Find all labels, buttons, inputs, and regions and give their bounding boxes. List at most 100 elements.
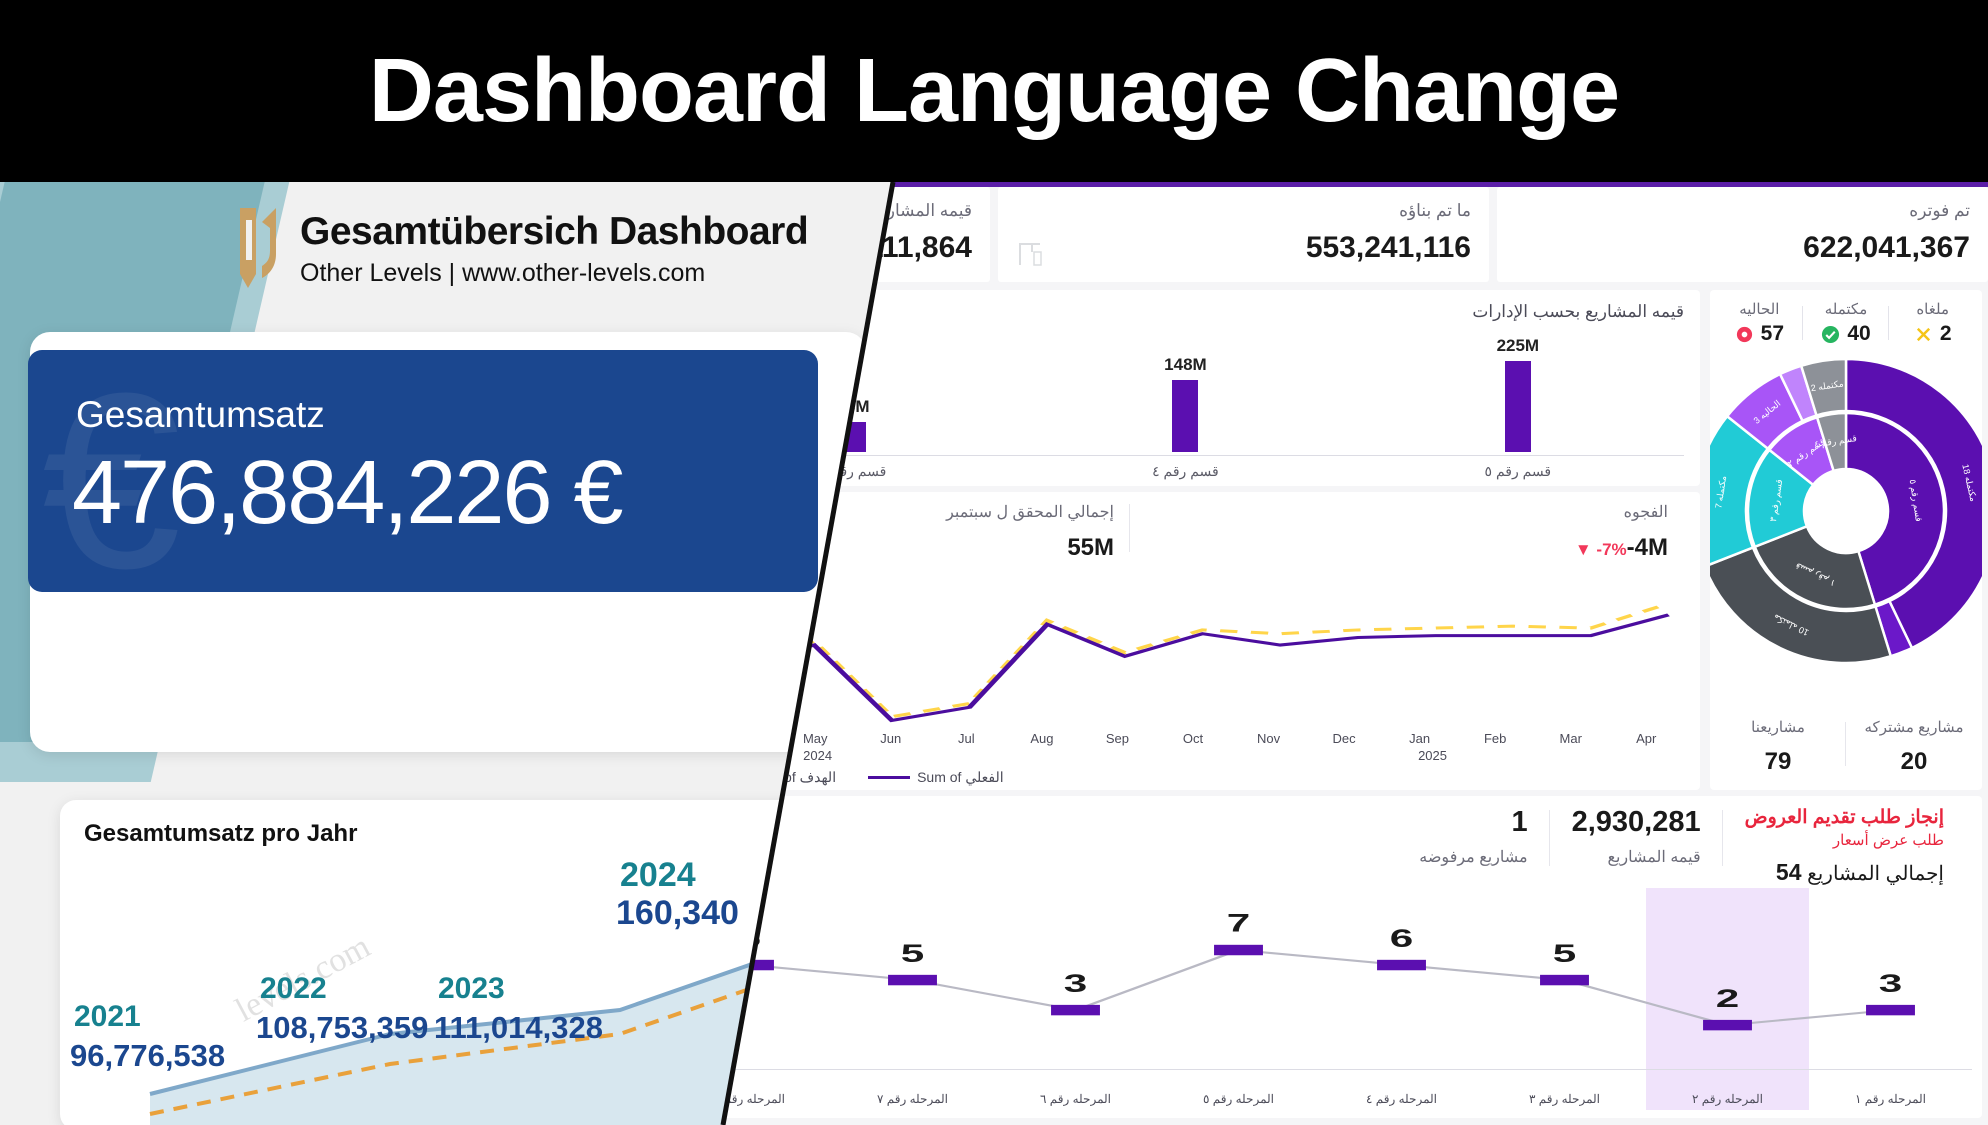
step-marker-3[interactable] [1377, 959, 1426, 971]
rfq-rejected-value: 1 [1511, 806, 1528, 838]
step-value-4: 7 [1227, 910, 1250, 937]
german-year-1: 2022 [260, 972, 327, 1005]
kpi-card-1[interactable]: ما تم بناؤه 553,241,116 [998, 187, 1489, 282]
rfq-total: إجمالي المشاريع 54 [1745, 859, 1944, 886]
step-label-0: المرحله رقم ١ [1854, 1092, 1926, 1106]
step-label-4: المرحله رقم ٥ [1202, 1092, 1274, 1106]
step-axis-line [16, 1069, 1972, 1070]
line-metric-value-1: 55M [1067, 534, 1114, 561]
line-metric-value-0: ▼ -7%-4M [1574, 534, 1668, 561]
accent-bar [0, 182, 1988, 187]
bar-col-3[interactable]: 148M [1019, 336, 1351, 452]
german-year-value-3: 160,340 [616, 894, 739, 932]
step-label-6: المرحله رقم ٧ [876, 1092, 948, 1106]
month-label-18: Jan [1409, 731, 1431, 746]
step-marker-6[interactable] [888, 974, 937, 986]
month-label-19: Feb [1483, 731, 1507, 746]
kpi-label-0: تم فوتره [1909, 201, 1970, 220]
gear-icon [1736, 326, 1752, 342]
step-marker-4[interactable] [1214, 944, 1263, 956]
donut-slice-0-4[interactable] [1815, 411, 1848, 473]
kpi-card-0[interactable]: تم فوتره 622,041,367 [1497, 187, 1988, 282]
donut-mini-1: مشاريعنا 79 [1710, 718, 1846, 776]
rfq-subtitle: طلب عرض أسعار [1832, 832, 1944, 849]
step-value-1: 2 [1716, 985, 1739, 1012]
donut-label-1-6: مكتمله 2 [1810, 378, 1844, 393]
status-item-0[interactable]: ملغاه 2 [1889, 300, 1976, 346]
donut-label-1-3: مكتمله 7 [1713, 475, 1728, 509]
bar-4[interactable] [1504, 361, 1531, 452]
month-label-13: Aug [1030, 731, 1054, 746]
line-metric-label-1: إجمالي المحقق ل سبتمبر [946, 504, 1114, 521]
status-item-2[interactable]: الحاليه 57 [1716, 300, 1803, 346]
bar-panel-title: قيمه المشاريع بحسب الإدارات [1472, 302, 1684, 321]
line-metric-label-0: الفجوه [1623, 504, 1668, 521]
step-marker-1[interactable] [1703, 1019, 1752, 1031]
donut-slice-1-2[interactable] [1710, 545, 1893, 665]
bar-3[interactable] [1172, 380, 1199, 452]
rfq-value: 2,930,281 [1571, 806, 1701, 838]
german-year-2: 2023 [438, 972, 505, 1005]
check-icon [1822, 325, 1840, 343]
german-year-value-0: 96,776,538 [70, 1038, 226, 1073]
donut-mini-label-0: مشاريع مشتركه [1864, 719, 1964, 736]
status-row: ملغاه 2 مكتمله 40 الحاليه 57 [1710, 290, 1982, 346]
rfq-rejected-caption: مشاريع مرفوضه [1419, 849, 1528, 866]
month-label-17: Dec [1332, 731, 1356, 746]
rfq-title: إنجاز طلب تقديم العروض [1744, 807, 1944, 828]
bar-col-4[interactable]: 225M [1352, 336, 1684, 452]
donut-slice-0-1[interactable] [1753, 524, 1877, 611]
step-value-5: 3 [1064, 970, 1087, 997]
euro-watermark-icon: € [42, 350, 182, 593]
line-metric-1: إجمالي المحقق ل سبتمبر 55M [576, 502, 1130, 562]
dashboard-stage: تم فوتره 622,041,367 ما تم بناؤه 553,241… [0, 182, 1988, 1125]
bar-value-4: 225M [1496, 336, 1540, 355]
status-value-2: 57 [1716, 322, 1803, 346]
german-hero-label: Gesamtumsatz [76, 394, 325, 435]
step-value-6: 5 [901, 940, 924, 967]
legend-item-1: Sum of الفعلي [868, 769, 1004, 786]
month-label-12: Jul [958, 731, 975, 746]
rfq-rejected-cell: 1 مشاريع مرفوضه [1397, 806, 1550, 867]
status-label-0: ملغاه [1916, 301, 1949, 318]
german-line-target [149, 952, 851, 1116]
status-value-0: 2 [1889, 322, 1976, 346]
step-label-5: المرحله رقم ٦ [1039, 1092, 1111, 1106]
status-item-1[interactable]: مكتمله 40 [1803, 300, 1890, 346]
rfq-title-cell: إنجاز طلب تقديم العروض طلب عرض أسعار إجم… [1723, 806, 1966, 886]
donut-mini-value-0: 20 [1900, 748, 1928, 775]
crane-icon [1019, 243, 1042, 266]
german-year-value-1: 108,753,359 [256, 1010, 429, 1045]
step-marker-0[interactable] [1866, 1004, 1915, 1016]
step-value-0: 3 [1879, 970, 1902, 997]
rfq-header: إنجاز طلب تقديم العروض طلب عرض أسعار إجم… [22, 806, 1966, 886]
donut-mini-label-1: مشاريعنا [1751, 719, 1805, 736]
donut-mini-value-1: 79 [1764, 748, 1792, 775]
german-brand-sub: Other Levels | www.other-levels.com [300, 259, 706, 287]
month-label-16: Nov [1256, 731, 1281, 746]
step-marker-2[interactable] [1540, 974, 1589, 986]
donut-slice-0-0[interactable] [1844, 411, 1946, 607]
rfq-value-caption: قيمه المشاريع [1607, 849, 1701, 866]
step-label-1: المرحله رقم ٢ [1691, 1092, 1763, 1106]
kpi-label-2: قيمه المشاريع [873, 201, 972, 220]
x-icon [1916, 327, 1930, 341]
donut-slice-1-0[interactable] [1844, 357, 1982, 650]
german-year-3: 2024 [620, 856, 696, 894]
step-value-3: 6 [1390, 925, 1413, 952]
month-label-11: Jun [880, 731, 902, 746]
month-label-15: Oct [1182, 731, 1204, 746]
year-label-2: 2025 [1418, 748, 1447, 763]
step-marker-5[interactable] [1051, 1004, 1100, 1016]
german-hero: € Gesamtumsatz 476,884,226 € [28, 350, 818, 592]
german-chart-title: Gesamtumsatz pro Jahr [84, 820, 358, 847]
month-label-20: Mar [1559, 731, 1582, 746]
donut-slice-1-6[interactable] [1799, 357, 1848, 418]
status-label-1: مكتمله [1824, 301, 1868, 318]
bar-label-4: قسم رقم ٥ [1484, 463, 1552, 479]
kpi-value-0: 622,041,367 [1803, 231, 1970, 264]
banner-title: Dashboard Language Change [368, 40, 1620, 141]
german-year-0: 2021 [74, 1000, 141, 1033]
german-brand-title: Gesamtübersich Dashboard [300, 210, 809, 253]
